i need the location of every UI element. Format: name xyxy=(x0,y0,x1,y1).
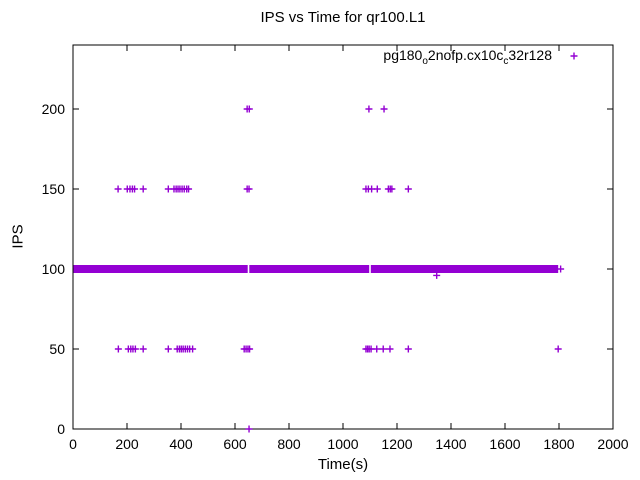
x-tick-label: 1800 xyxy=(543,436,574,452)
data-point-marker xyxy=(246,345,254,353)
x-tick-label: 1600 xyxy=(489,436,520,452)
data-point-marker xyxy=(131,345,139,353)
data-point-marker xyxy=(185,185,193,193)
x-tick-label: 0 xyxy=(69,436,77,452)
y-tick-label: 100 xyxy=(42,261,66,277)
data-point-marker xyxy=(557,265,565,273)
dense-band-gap xyxy=(369,264,371,274)
dense-band-100 xyxy=(73,265,559,273)
data-point-marker xyxy=(365,105,373,113)
plot-border xyxy=(72,44,614,430)
data-point-marker xyxy=(379,345,387,353)
x-tick-label: 1200 xyxy=(381,436,412,452)
data-point-marker xyxy=(131,185,139,193)
data-point-marker xyxy=(245,105,253,113)
legend-marker-icon xyxy=(570,52,578,60)
y-tick-label: 200 xyxy=(42,101,66,117)
data-point-marker xyxy=(139,185,147,193)
data-point-marker xyxy=(139,345,147,353)
x-tick-label: 1400 xyxy=(435,436,466,452)
data-point-marker xyxy=(570,52,578,60)
data-point-marker xyxy=(404,185,412,193)
y-tick-label: 50 xyxy=(49,341,65,357)
data-point-marker xyxy=(380,105,388,113)
data-point-marker xyxy=(189,345,197,353)
data-point-marker xyxy=(373,345,381,353)
data-point-marker xyxy=(373,185,381,193)
chart-title: IPS vs Time for qr100.L1 xyxy=(260,9,426,26)
data-point-marker xyxy=(114,345,122,353)
data-point-marker xyxy=(388,185,396,193)
x-axis-label: Time(s) xyxy=(317,456,369,473)
legend: pg180o2nofp.cx10cc32r128 xyxy=(383,47,552,67)
x-tick-label: 1000 xyxy=(327,436,358,452)
data-point-marker xyxy=(245,185,253,193)
x-tick-label: 200 xyxy=(115,436,139,452)
x-tick-label: 2000 xyxy=(597,436,628,452)
y-tick-label: 150 xyxy=(42,181,66,197)
y-tick-label: 0 xyxy=(57,421,65,437)
x-tick-label: 600 xyxy=(223,436,247,452)
data-point-marker xyxy=(554,345,562,353)
data-point-marker xyxy=(386,345,394,353)
x-tick-label: 400 xyxy=(169,436,193,452)
data-point-marker xyxy=(404,345,412,353)
data-series xyxy=(73,105,565,433)
data-point-marker xyxy=(164,345,172,353)
data-point-marker xyxy=(114,185,122,193)
legend-series-label: pg180o2nofp.cx10cc32r128 xyxy=(383,47,552,67)
x-tick-label: 800 xyxy=(277,436,301,452)
data-point-marker xyxy=(245,425,253,433)
dense-band-gap xyxy=(247,264,250,274)
data-point-marker xyxy=(433,271,441,279)
